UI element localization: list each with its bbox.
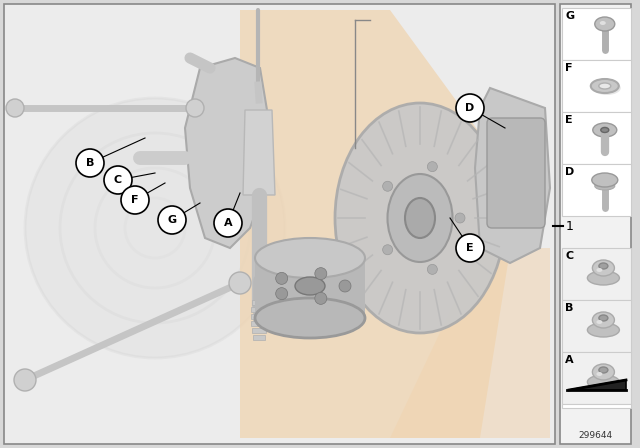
Circle shape — [315, 293, 327, 304]
Ellipse shape — [596, 372, 602, 376]
Ellipse shape — [255, 238, 365, 278]
Ellipse shape — [599, 263, 608, 269]
Circle shape — [104, 166, 132, 194]
Ellipse shape — [255, 298, 365, 338]
Circle shape — [315, 267, 327, 280]
Text: 1: 1 — [566, 220, 574, 233]
Text: E: E — [565, 115, 573, 125]
Ellipse shape — [595, 182, 615, 190]
Bar — [562, 112, 631, 164]
Ellipse shape — [588, 271, 620, 285]
Bar — [562, 60, 631, 112]
Bar — [252, 300, 266, 305]
Text: B: B — [86, 158, 94, 168]
Circle shape — [428, 162, 437, 172]
Ellipse shape — [593, 123, 617, 137]
Circle shape — [383, 245, 392, 255]
Circle shape — [6, 99, 24, 117]
Bar — [253, 335, 265, 340]
Bar — [255, 258, 365, 318]
Circle shape — [229, 272, 251, 294]
Ellipse shape — [593, 260, 614, 276]
Text: D: D — [565, 167, 574, 177]
Polygon shape — [240, 10, 520, 438]
Ellipse shape — [335, 103, 505, 333]
Polygon shape — [243, 110, 275, 195]
Circle shape — [76, 149, 104, 177]
Text: A: A — [565, 355, 573, 365]
Text: C: C — [565, 251, 573, 261]
Bar — [562, 8, 631, 60]
Polygon shape — [569, 380, 626, 390]
Ellipse shape — [295, 277, 325, 295]
Ellipse shape — [588, 375, 620, 389]
Bar — [562, 164, 631, 216]
Circle shape — [455, 213, 465, 223]
Text: F: F — [131, 195, 139, 205]
Polygon shape — [475, 88, 550, 263]
Ellipse shape — [593, 364, 614, 380]
Bar — [562, 352, 631, 404]
Ellipse shape — [599, 83, 611, 89]
Circle shape — [339, 280, 351, 292]
Ellipse shape — [593, 81, 621, 95]
Circle shape — [276, 272, 288, 284]
Circle shape — [456, 94, 484, 122]
Text: A: A — [224, 218, 232, 228]
Ellipse shape — [599, 315, 608, 321]
Ellipse shape — [599, 367, 608, 373]
Text: G: G — [168, 215, 177, 225]
Circle shape — [214, 209, 242, 237]
Bar — [251, 314, 267, 319]
Ellipse shape — [596, 268, 602, 272]
Text: 299644: 299644 — [579, 431, 612, 440]
Circle shape — [158, 206, 186, 234]
Ellipse shape — [601, 128, 609, 133]
Ellipse shape — [600, 21, 606, 25]
Circle shape — [276, 288, 288, 300]
Bar — [252, 328, 266, 333]
Ellipse shape — [588, 323, 620, 337]
Bar — [560, 4, 631, 444]
Ellipse shape — [593, 312, 614, 328]
Ellipse shape — [405, 198, 435, 238]
Ellipse shape — [387, 174, 452, 262]
Ellipse shape — [596, 320, 602, 324]
Polygon shape — [185, 58, 270, 248]
Circle shape — [383, 181, 392, 191]
Bar — [562, 248, 631, 300]
Circle shape — [25, 98, 285, 358]
Ellipse shape — [592, 173, 618, 187]
Polygon shape — [390, 248, 550, 438]
Circle shape — [456, 234, 484, 262]
Circle shape — [14, 369, 36, 391]
Ellipse shape — [591, 79, 619, 93]
Bar — [252, 307, 267, 312]
Text: D: D — [465, 103, 475, 113]
Bar — [562, 404, 631, 408]
Text: C: C — [114, 175, 122, 185]
Circle shape — [428, 264, 437, 274]
Bar — [562, 300, 631, 352]
Text: F: F — [565, 63, 573, 73]
FancyBboxPatch shape — [487, 118, 545, 228]
Bar — [4, 4, 555, 444]
Circle shape — [186, 99, 204, 117]
Ellipse shape — [595, 17, 615, 31]
Text: G: G — [565, 11, 574, 21]
Bar — [252, 321, 267, 326]
Text: B: B — [565, 303, 573, 313]
Text: E: E — [466, 243, 474, 253]
Circle shape — [121, 186, 149, 214]
